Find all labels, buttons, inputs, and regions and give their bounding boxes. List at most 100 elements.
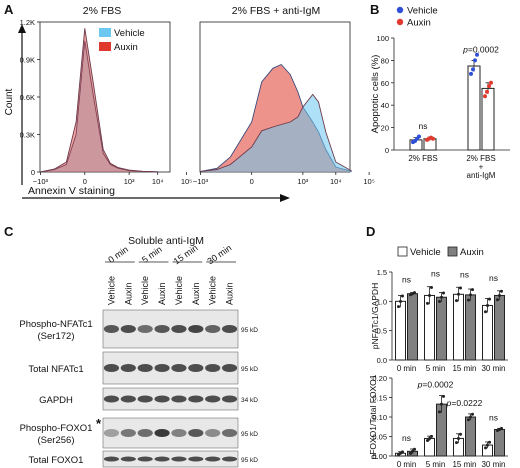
- histogram-legend: Vehicle Auxin: [99, 28, 145, 53]
- data-point: [500, 426, 503, 430]
- blot-band: [103, 325, 120, 333]
- x-tick-label: 10⁴: [330, 177, 342, 186]
- x-tick-label: 0: [83, 177, 87, 186]
- data-point: [428, 293, 431, 297]
- legend-label-vehicle: Vehicle: [407, 6, 438, 17]
- blot-label-sub: (Ser172): [38, 331, 75, 342]
- bar-auxin: [465, 294, 476, 361]
- histogram-axes: −10³ 0 10³ 10⁴ 10⁵ −10³ 0 10³ 10⁴ 10⁵00.3K0.6K0.9…: [18, 18, 375, 202]
- blot-label: Total FOXO1: [29, 455, 84, 466]
- histogram-line-vehicle: [200, 93, 352, 172]
- histogram-y-label: Count: [4, 88, 15, 115]
- lane-label: Auxin: [157, 282, 167, 305]
- bar-auxin: [436, 296, 447, 361]
- data-point: [417, 134, 421, 139]
- data-point: [413, 447, 416, 451]
- histogram-area-auxin: [40, 28, 158, 172]
- blot-band: [137, 395, 153, 403]
- category-label: 0 min: [397, 460, 417, 468]
- data-point: [430, 286, 433, 290]
- data-point: [498, 293, 501, 297]
- blot-label: Phospho-FOXO1: [20, 423, 93, 434]
- blot-band: [205, 364, 221, 372]
- blot-label: Total NFATc1: [28, 364, 83, 375]
- y-arrow-head: [18, 24, 26, 33]
- data-point: [488, 297, 491, 301]
- data-point: [430, 434, 433, 438]
- panel-a-histograms: 2% FBS 2% FBS + anti-IgM Count Annexin V…: [4, 5, 375, 202]
- category-label: 30 min: [481, 364, 505, 373]
- blot-band: [171, 325, 187, 333]
- legend-swatch-vehicle: [397, 246, 408, 257]
- legend-dot-auxin: [396, 18, 404, 26]
- data-point: [471, 67, 475, 72]
- significance-label: ns: [489, 412, 498, 422]
- x-tick-label: 10³: [297, 177, 308, 186]
- x-tick-label: −10³: [33, 177, 49, 186]
- panel-label-d: D: [366, 224, 375, 239]
- data-point: [457, 436, 460, 440]
- blot-band: [188, 364, 204, 372]
- category-label: 30 min: [481, 460, 505, 468]
- data-point: [409, 451, 412, 455]
- bar-auxin: [407, 293, 418, 361]
- blot-band: [103, 429, 120, 437]
- data-point: [469, 293, 472, 297]
- category-label: 5 min: [426, 460, 446, 468]
- data-point: [473, 58, 477, 63]
- lane-label: Auxin: [225, 282, 235, 305]
- data-point: [484, 310, 487, 314]
- blot-band: [171, 395, 187, 403]
- legend-swatch-auxin: [447, 246, 458, 257]
- y-tick-label: 0.05: [372, 433, 387, 442]
- data-point: [467, 418, 470, 422]
- category-label: +: [479, 163, 484, 172]
- lane-label: Vehicle: [106, 276, 116, 305]
- significance-label: ns: [402, 275, 411, 285]
- y-tick-label: 100: [376, 34, 389, 43]
- category-label: 15 min: [452, 364, 476, 373]
- blot-band: [120, 325, 136, 333]
- category-label: 5 min: [426, 364, 446, 373]
- panel-b-apoptosis-chart: 0 20 40 60 80 100 Apoptotic cells (%) ns 2% FBS p…: [370, 6, 510, 180]
- blot-lanes: Vehicle Auxin Vehicle Auxin Vehicle Auxin Vehi…: [106, 276, 234, 305]
- data-point: [401, 294, 404, 298]
- bar-vehicle: [395, 300, 406, 361]
- blot-band: [188, 429, 204, 437]
- blot-band: [205, 456, 221, 462]
- bar-auxin: [465, 416, 476, 457]
- legend-label-vehicle: Vehicle: [410, 247, 441, 258]
- y-tick-label: 0.10: [372, 413, 387, 422]
- data-point: [467, 298, 470, 302]
- data-point: [485, 89, 489, 94]
- significance-label: ns: [402, 433, 411, 443]
- blot-band: [221, 364, 238, 372]
- significance-label: p=0.0002: [417, 380, 454, 390]
- y-tick-label: 0: [385, 146, 389, 155]
- blot-band: [154, 429, 170, 437]
- blot-band: [137, 456, 153, 462]
- data-point: [411, 449, 414, 453]
- lane-label: Vehicle: [140, 276, 150, 305]
- histogram-right: [199, 21, 352, 173]
- panel-label-c: C: [4, 224, 14, 239]
- legend-label-auxin: Auxin: [460, 247, 484, 258]
- x-tick-label: 10⁴: [152, 177, 164, 186]
- panel-d-quantification: 0.0 0.5 1.0 1.5 pNFATc1/GAPDH ns 0 min ns 5 min n…: [368, 246, 508, 468]
- category-label: 2% FBS: [466, 154, 495, 163]
- blot-band: [154, 456, 170, 462]
- y-axis-label: pFOXO1/Total FOXO1: [368, 374, 378, 459]
- data-point: [486, 443, 489, 447]
- histogram-x-label: Annexin V staining: [28, 185, 115, 197]
- y-tick-label: 40: [381, 101, 389, 110]
- blot-band: [137, 325, 153, 333]
- data-point: [469, 415, 472, 419]
- histogram-left: [39, 21, 171, 173]
- bar-vehicle: [482, 304, 493, 361]
- data-point: [489, 80, 493, 85]
- legend-swatch-auxin: [99, 42, 111, 51]
- data-point: [442, 394, 445, 398]
- y-tick-label: 0.00: [372, 452, 387, 461]
- y-tick-label: 80: [381, 56, 389, 65]
- significance-label: ns: [431, 269, 440, 279]
